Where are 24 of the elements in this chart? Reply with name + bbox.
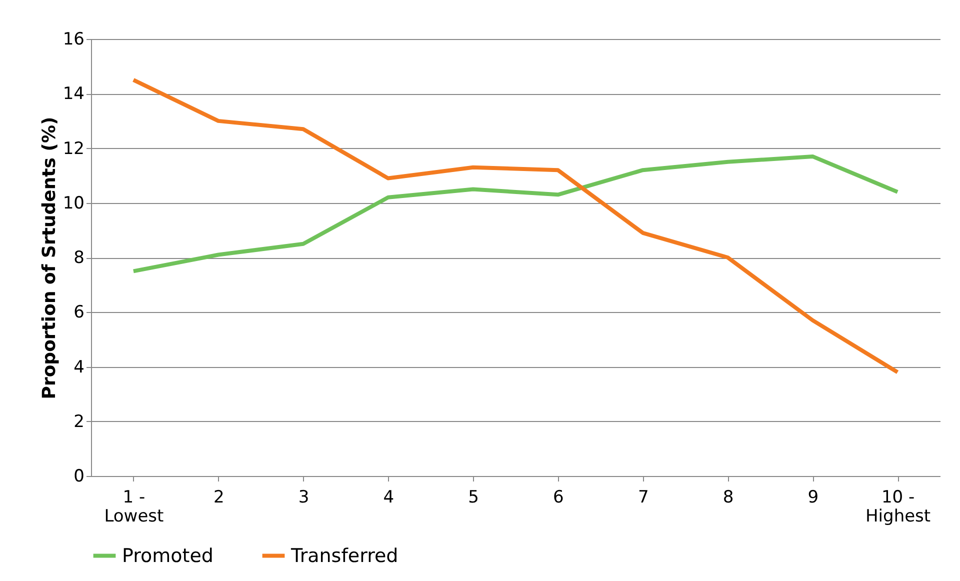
x-tick-label: 1 - Lowest	[104, 488, 164, 526]
x-tick-label: 5	[468, 488, 479, 508]
x-tick-label: 4	[383, 488, 394, 508]
x-tick-label: 10 - Highest	[866, 488, 931, 526]
x-tick-label: 2	[213, 488, 224, 508]
x-tick-label: 8	[722, 488, 734, 508]
y-tick-label: 2	[74, 412, 84, 432]
x-tick-label: 9	[808, 488, 819, 508]
y-tick-label: 6	[74, 302, 84, 323]
line-series	[131, 154, 900, 274]
x-tick-label: 3	[298, 488, 310, 508]
x-tick-label: 7	[638, 488, 649, 508]
legend-label: Transferred	[290, 544, 398, 567]
y-tick-label: 4	[74, 357, 84, 378]
y-tick-label: 10	[62, 193, 84, 214]
y-tick-label: 0	[74, 466, 84, 486]
legend-label: Promoted	[122, 544, 214, 567]
line-series	[131, 78, 900, 374]
y-tick-label: 8	[74, 248, 84, 268]
y-axis-title: Proportion of Srtudents (%)	[38, 116, 60, 400]
y-tick-label: 12	[62, 138, 84, 159]
y-tick-label: 16	[62, 30, 84, 50]
y-tick-label: 14	[62, 84, 84, 104]
x-tick-label: 6	[553, 488, 564, 508]
